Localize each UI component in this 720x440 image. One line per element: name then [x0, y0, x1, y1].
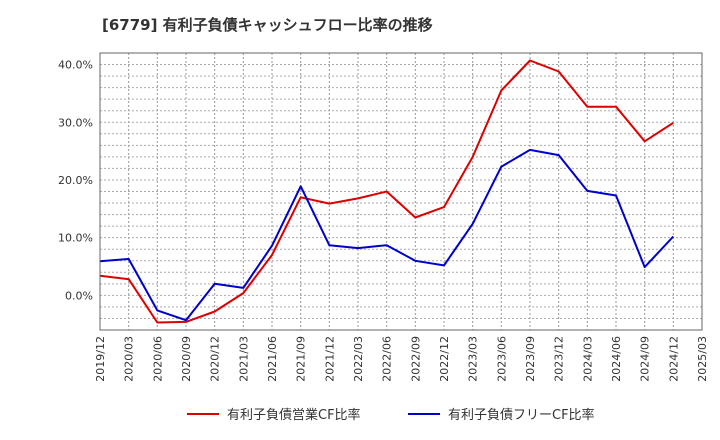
series-lines — [99, 59, 675, 324]
plot-frame — [99, 52, 703, 331]
x-tick-label: 2024/06 — [610, 336, 623, 382]
x-tick-label: 2022/12 — [438, 336, 451, 382]
x-tick-label: 2022/09 — [409, 336, 422, 382]
y-axis: 0.0% 10.0% 20.0% 30.0% 40.0% — [58, 59, 93, 303]
y-tick-label: 10.0% — [58, 232, 93, 245]
x-tick-label: 2020/09 — [180, 336, 193, 382]
x-tick-label: 2024/09 — [639, 336, 652, 382]
grid-lines — [99, 52, 703, 331]
x-tick-label: 2023/03 — [467, 336, 480, 382]
x-tick-label: 2020/06 — [151, 336, 164, 382]
x-tick-label: 2021/03 — [237, 336, 250, 382]
x-tick-label: 2022/06 — [381, 336, 394, 382]
x-tick-label: 2020/12 — [209, 336, 222, 382]
legend-label-1: 有利子負債営業CF比率 — [227, 407, 361, 423]
series-line-2 — [99, 148, 675, 322]
x-tick-label: 2021/09 — [295, 336, 308, 382]
x-tick-label: 2019/12 — [94, 336, 107, 382]
x-tick-label: 2023/12 — [553, 336, 566, 382]
x-tick-label: 2023/09 — [524, 336, 537, 382]
x-tick-label: 2020/03 — [123, 336, 136, 382]
chart-title: [6779] 有利子負債キャッシュフロー比率の推移 — [102, 16, 433, 34]
x-tick-label: 2024/03 — [581, 336, 594, 382]
y-tick-label: 40.0% — [58, 59, 93, 72]
legend: 有利子負債営業CF比率 有利子負債フリーCF比率 — [187, 407, 595, 423]
x-tick-label: 2021/12 — [323, 336, 336, 382]
x-tick-label: 2024/12 — [667, 336, 680, 382]
y-tick-label: 0.0% — [65, 289, 93, 302]
x-tick-label: 2023/06 — [495, 336, 508, 382]
legend-label-2: 有利子負債フリーCF比率 — [448, 407, 595, 423]
series-line-1 — [99, 59, 674, 324]
x-tick-label: 2025/03 — [696, 336, 709, 382]
x-tick-label: 2022/03 — [352, 336, 365, 382]
x-tick-label: 2021/06 — [266, 336, 279, 382]
y-tick-label: 30.0% — [58, 116, 93, 129]
y-tick-label: 20.0% — [58, 174, 93, 187]
x-axis: 2019/12 2020/03 2020/06 2020/09 2020/12 2021/… — [94, 336, 709, 382]
